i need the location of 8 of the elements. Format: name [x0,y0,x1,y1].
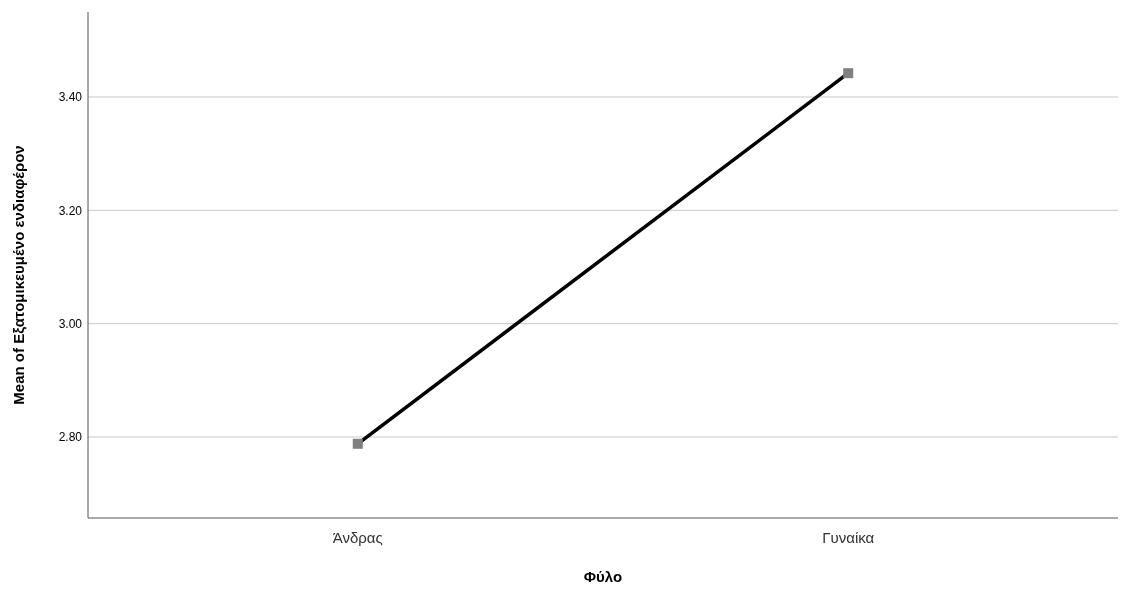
y-tick-label: 2.80 [58,430,83,445]
x-axis-title: Φύλο [583,568,623,585]
y-axis-title: Mean of Εξατομικευμένο ενδιαφέρον [10,145,27,405]
y-tick-label: 3.00 [58,316,83,331]
y-tick-label: 3.20 [58,203,83,218]
x-tick-label: Γυναίκα [822,529,875,546]
x-tick-label: Άνδρας [332,529,383,546]
y-tick-label: 3.40 [58,90,83,105]
